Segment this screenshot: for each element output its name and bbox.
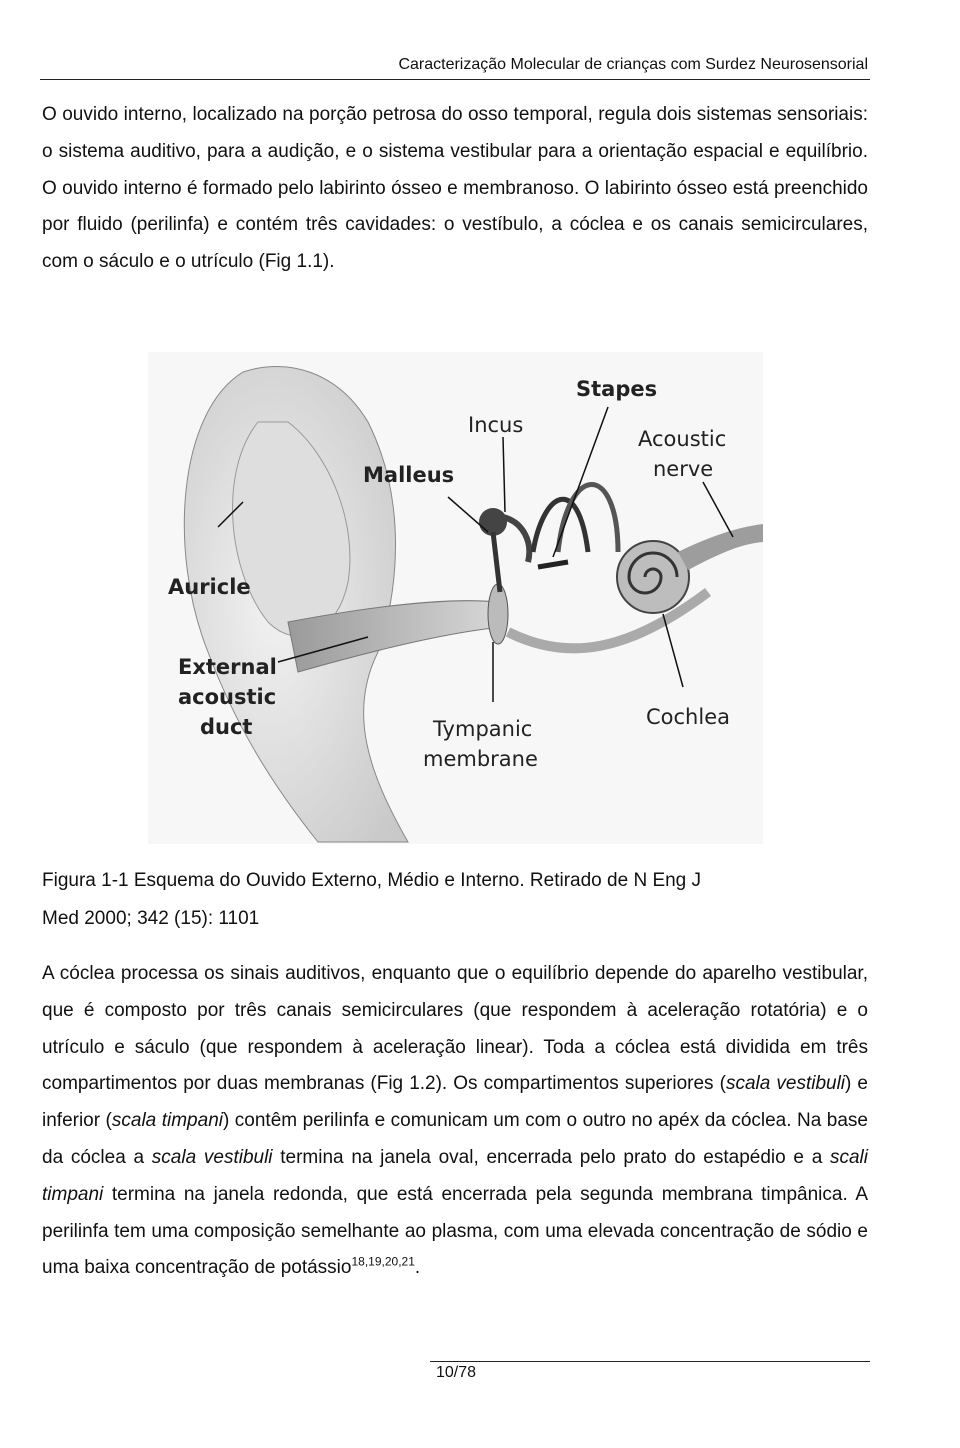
label-tympanic: Tympanic	[432, 717, 532, 741]
label-external-duct: duct	[200, 715, 252, 739]
eustachian-tube	[505, 587, 711, 654]
label-stapes: Stapes	[576, 377, 657, 401]
label-tympanic: membrane	[423, 747, 538, 771]
text-run: ) contêm perilinfa e comunicam um com o …	[42, 1110, 868, 1168]
tympanic-shape	[487, 583, 509, 645]
label-cochlea: Cochlea	[646, 705, 730, 729]
ear-illustration: Stapes Incus Acoustic nerve Malleus Auri…	[148, 352, 763, 844]
semicircular-canal	[530, 497, 591, 553]
leader-lines	[217, 406, 734, 702]
incus-shape	[502, 514, 533, 563]
italic-term: scali timpani	[42, 1146, 868, 1205]
paragraph: O ouvido interno, localizado na porção p…	[42, 104, 868, 273]
text-run: termina na janela oval, encerrada pelo p…	[272, 1146, 830, 1168]
text-run: termina na janela redonda, que está ence…	[42, 1183, 868, 1279]
semicircular-canal	[555, 482, 621, 553]
label-external-duct: acoustic	[178, 685, 276, 709]
figure-caption: Figura 1-1 Esquema do Ouvido Externo, Mé…	[42, 870, 702, 929]
label-auricle: Auricle	[168, 575, 251, 599]
paragraph: A cóclea processa os sinais auditivos, e…	[42, 956, 868, 1287]
label-incus: Incus	[468, 413, 523, 437]
italic-term: scala vestibuli	[725, 1073, 846, 1095]
label-external-duct: External	[178, 655, 277, 679]
label-malleus: Malleus	[363, 463, 454, 487]
malleus-handle	[490, 531, 503, 593]
malleus-shape	[479, 508, 507, 536]
page-number: 10/78	[435, 1364, 477, 1381]
label-acoustic-nerve: Acoustic	[638, 427, 726, 451]
italic-term: scala timpani	[111, 1110, 223, 1132]
header-rule	[40, 79, 870, 80]
stapes-shape	[537, 559, 569, 570]
cochlea-spiral	[627, 551, 679, 595]
text-run: ) e inferior (	[42, 1073, 868, 1132]
italic-term: scala vestibuli	[151, 1146, 273, 1168]
footer-rule	[430, 1361, 870, 1362]
text-run: .	[414, 1257, 421, 1279]
text-run: A cóclea processa os sinais auditivos, e…	[42, 963, 868, 1095]
label-acoustic-nerve: nerve	[653, 457, 713, 481]
citation: 18,19,20,21	[351, 1255, 415, 1270]
running-header: Caracterização Molecular de crianças com…	[398, 56, 868, 73]
nerve-shape	[678, 524, 763, 570]
